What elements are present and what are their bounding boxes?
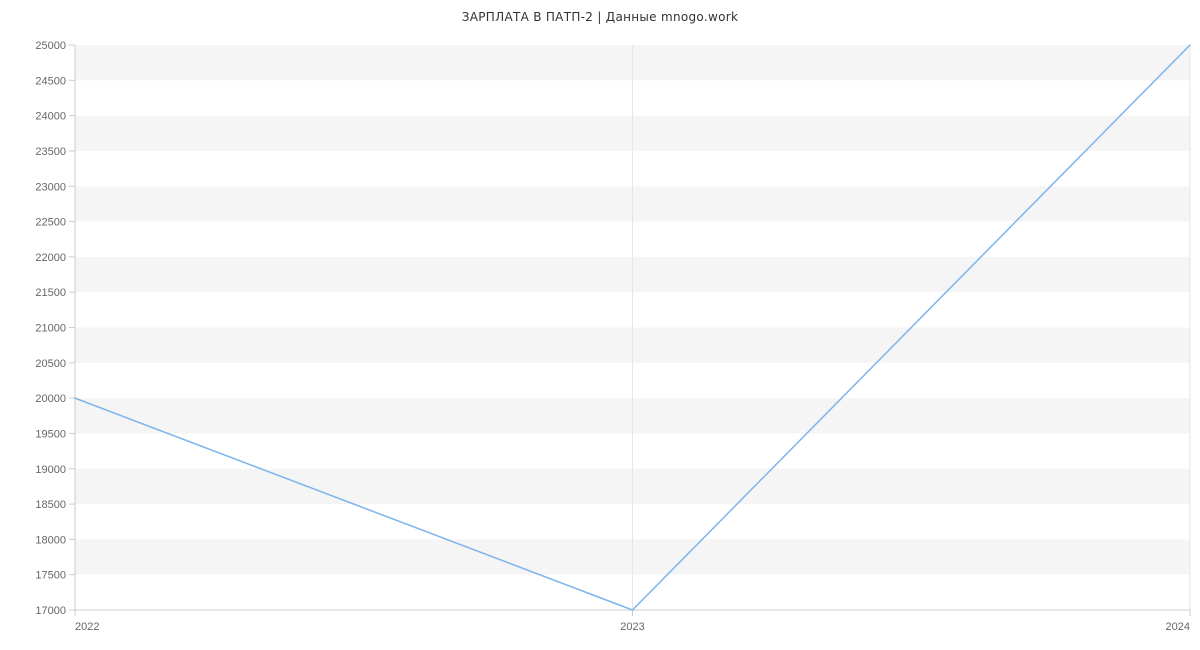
y-tick-label: 24000 bbox=[35, 111, 66, 123]
x-tick-label: 2023 bbox=[620, 621, 644, 633]
y-tick-label: 23000 bbox=[35, 181, 66, 193]
y-tick-label: 21000 bbox=[35, 323, 66, 335]
y-tick-label: 23500 bbox=[35, 146, 66, 158]
y-tick-label: 22500 bbox=[35, 217, 66, 229]
y-tick-label: 19500 bbox=[35, 428, 66, 440]
y-tick-label: 24500 bbox=[35, 75, 66, 87]
y-tick-label: 18000 bbox=[35, 534, 66, 546]
y-tick-label: 18500 bbox=[35, 499, 66, 511]
x-tick-label: 2022 bbox=[75, 621, 99, 633]
y-tick-label: 19000 bbox=[35, 464, 66, 476]
y-tick-label: 25000 bbox=[35, 40, 66, 52]
salary-line-chart: 17000 17500 18000 18500 19000 19500 20000 20500… bbox=[0, 0, 1200, 650]
y-tick-label: 17000 bbox=[35, 605, 66, 617]
y-tick-label: 20000 bbox=[35, 393, 66, 405]
x-tick-label: 2024 bbox=[1166, 621, 1190, 633]
y-tick-label: 20500 bbox=[35, 358, 66, 370]
y-tick-label: 17500 bbox=[35, 570, 66, 582]
y-tick-label: 22000 bbox=[35, 252, 66, 264]
y-tick-label: 21500 bbox=[35, 287, 66, 299]
